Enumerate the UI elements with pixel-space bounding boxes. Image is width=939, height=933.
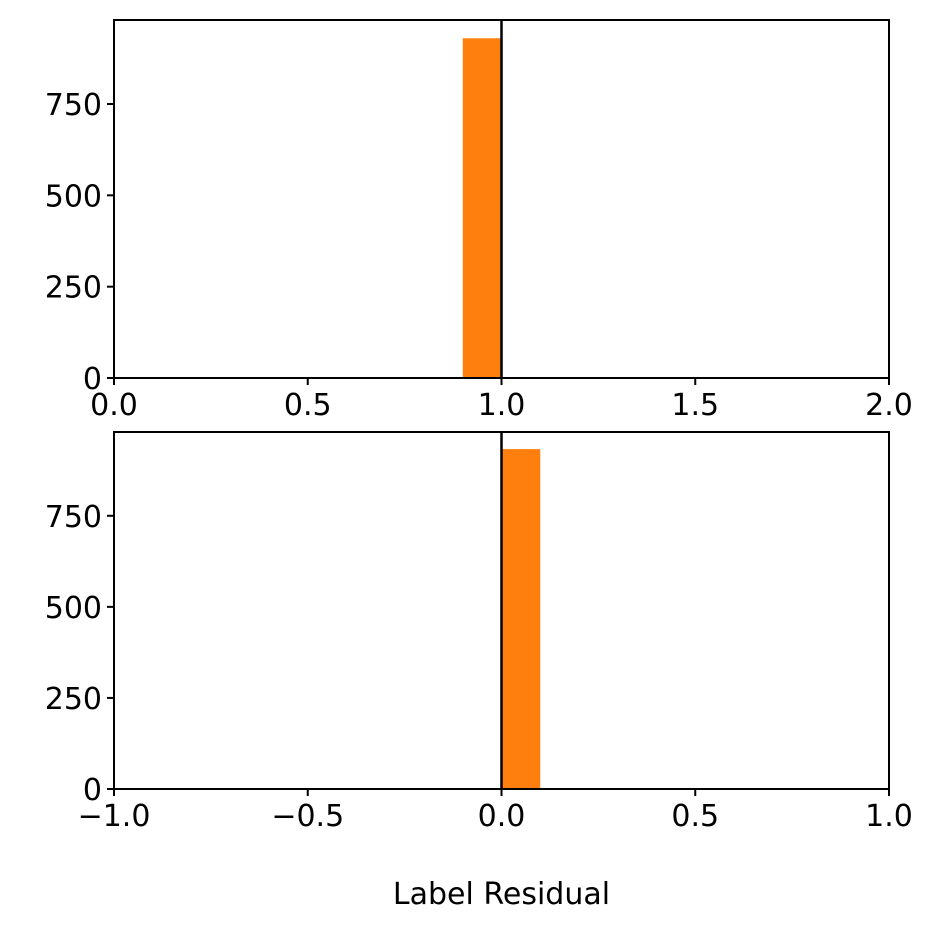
x-tick-label: 0.5 bbox=[284, 388, 332, 423]
bottom-histogram-panel: −1.0 −0.5 0.0 0.5 1.0 0 250 500 750 Label Residua… bbox=[45, 431, 913, 912]
x-tick-label: 2.0 bbox=[865, 388, 913, 423]
y-tick-label: 500 bbox=[45, 591, 102, 626]
y-tick-label: 750 bbox=[45, 88, 102, 123]
y-tick-label: 750 bbox=[45, 500, 102, 535]
x-tick-label: 1.5 bbox=[671, 388, 719, 423]
histogram-bar bbox=[501, 449, 541, 789]
x-tick-label: 1.0 bbox=[478, 388, 526, 423]
x-tick-label: 1.0 bbox=[865, 799, 913, 834]
x-tick-label: −1.0 bbox=[78, 799, 151, 834]
y-tick-label: 250 bbox=[45, 682, 102, 717]
top-histogram-panel: 0.0 0.5 1.0 1.5 2.0 0 250 500 750 bbox=[45, 19, 913, 423]
histogram-bar bbox=[462, 38, 502, 378]
x-tick-label: 0.5 bbox=[671, 799, 719, 834]
x-tick-label: −0.5 bbox=[271, 799, 344, 834]
x-tick-label: 0.0 bbox=[90, 388, 138, 423]
y-tick-label: 0 bbox=[83, 362, 102, 397]
y-tick-label: 500 bbox=[45, 179, 102, 214]
y-tick-label: 250 bbox=[45, 271, 102, 306]
x-tick-label: 0.0 bbox=[478, 799, 526, 834]
x-axis-title: Label Residual bbox=[393, 877, 610, 912]
y-tick-label: 0 bbox=[83, 773, 102, 808]
